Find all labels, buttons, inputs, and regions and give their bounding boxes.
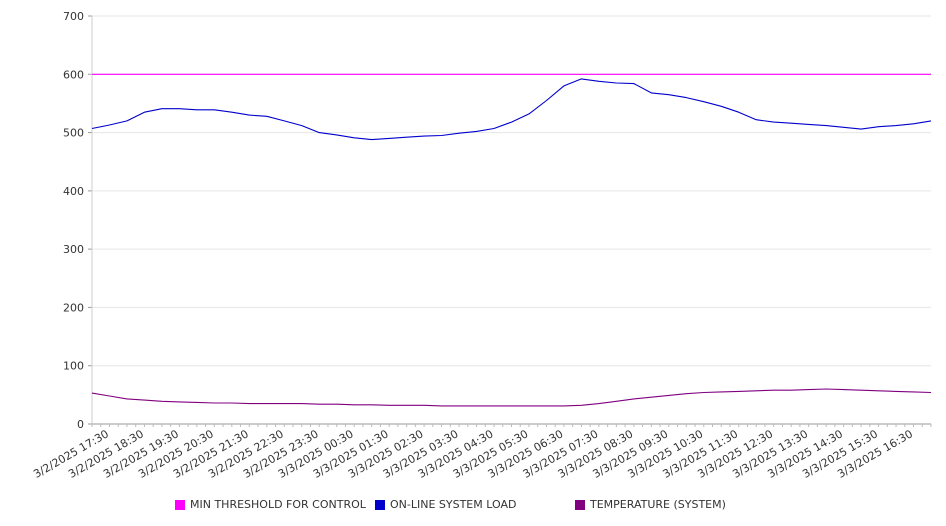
legend-label-min-threshold: MIN THRESHOLD FOR CONTROL: [190, 498, 366, 511]
y-tick-label: 500: [63, 127, 84, 140]
axes: [88, 15, 932, 427]
series-line-1: [91, 78, 932, 141]
y-tick-label: 0: [77, 418, 84, 431]
x-axis-tick-labels: 3/2/2025 17:303/2/2025 18:303/2/2025 19:…: [31, 427, 915, 481]
legend-label-system-load: ON-LINE SYSTEM LOAD: [390, 498, 517, 511]
y-axis-tick-labels: 0 100 200 300 400 500 600 700: [63, 10, 84, 431]
legend-item-min-threshold: MIN THRESHOLD FOR CONTROL: [175, 498, 366, 511]
legend-label-temperature: TEMPERATURE (SYSTEM): [590, 498, 726, 511]
series-lines: [91, 73, 932, 407]
series-line-2: [91, 388, 932, 407]
legend-swatch-temperature: [575, 499, 585, 510]
y-tick-label: 100: [63, 360, 84, 373]
legend-item-temperature: TEMPERATURE (SYSTEM): [575, 498, 726, 511]
y-tick-label: 200: [63, 301, 84, 314]
y-tick-label: 700: [63, 10, 84, 23]
grid-lines: [92, 15, 931, 367]
legend-swatch-system-load: [375, 499, 385, 510]
y-tick-label: 300: [63, 243, 84, 256]
legend-swatch-min-threshold: [175, 499, 185, 510]
legend: MIN THRESHOLD FOR CONTROL ON-LINE SYSTEM…: [175, 498, 875, 514]
y-tick-label: 400: [63, 185, 84, 198]
y-tick-label: 600: [63, 68, 84, 81]
legend-item-system-load: ON-LINE SYSTEM LOAD: [375, 498, 516, 511]
